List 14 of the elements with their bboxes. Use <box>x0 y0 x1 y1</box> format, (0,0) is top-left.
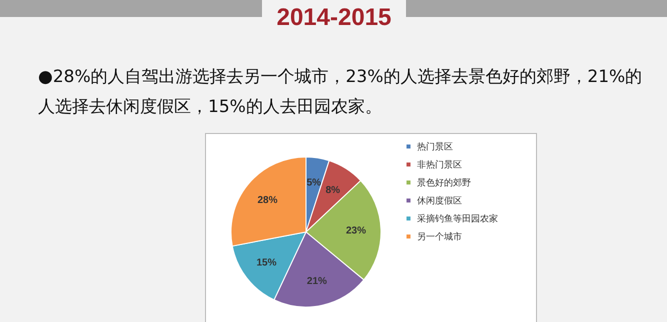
legend-label: 热门景区 <box>417 142 453 152</box>
data-label: 23% <box>346 225 366 236</box>
chart-subtitle: ●28%的人自驾出游选择去另一个城市，23%的人选择去景色好的郊野，21%的人选择去休闲度假区，15%的人去田园农家。 <box>38 66 644 119</box>
chart-title: 2014-2015 <box>276 4 392 32</box>
legend-label: 休闲度假区 <box>417 196 462 206</box>
legend-label: 采摘钓鱼等田园农家 <box>417 214 498 224</box>
data-label: 21% <box>306 276 328 287</box>
data-label: 5% <box>306 178 322 189</box>
legend-label: 另一个城市 <box>417 232 462 242</box>
legend-label: 景色好的郊野 <box>417 178 471 188</box>
data-label: 8% <box>326 184 340 196</box>
legend-label: 非热门景区 <box>417 160 462 170</box>
data-label: 15% <box>256 258 277 269</box>
data-label: 28% <box>257 195 278 206</box>
